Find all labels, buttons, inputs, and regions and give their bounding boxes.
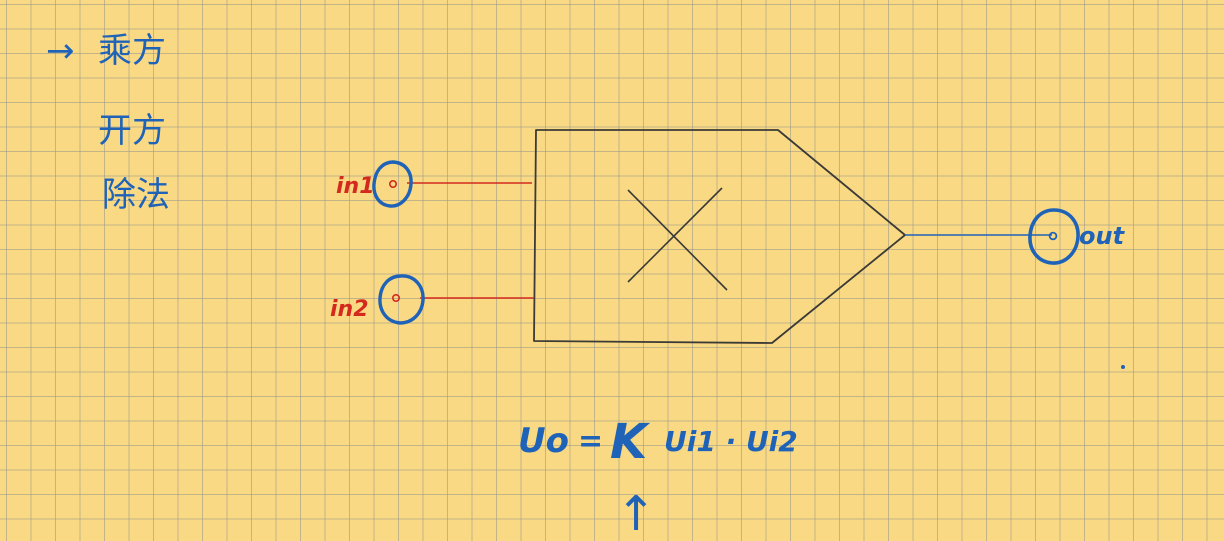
multiply-symbol	[627, 187, 728, 291]
formula-lhs: Uo	[518, 421, 569, 461]
constant-pointer-arrow: ↑	[616, 486, 656, 541]
formula-constant: K	[610, 414, 651, 470]
multiplier-block-outline	[533, 129, 906, 344]
formula: Uo = K Ui1 · Ui2	[518, 414, 798, 470]
input-2-label: in2	[330, 297, 369, 322]
output-terminal	[1028, 208, 1080, 265]
note-item-power: 乘方	[98, 31, 166, 71]
note-item-division: 除法	[102, 175, 170, 215]
input-2-terminal	[378, 274, 425, 325]
formula-rhs: Ui1 · Ui2	[664, 425, 798, 458]
note-item-root: 开方	[98, 111, 166, 151]
formula-equals: =	[578, 424, 603, 459]
input-1-terminal	[372, 160, 413, 208]
output-label: out	[1079, 222, 1126, 250]
stray-dot	[1121, 365, 1125, 369]
input-1-label: in1	[336, 174, 375, 199]
notes-arrow: →	[46, 31, 75, 71]
